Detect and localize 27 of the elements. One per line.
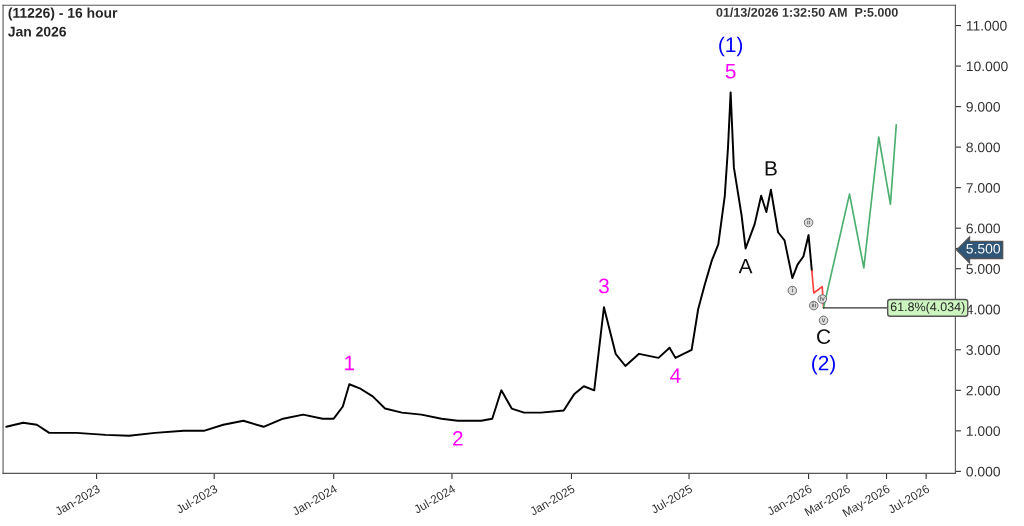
text: Jan 2026 <box>8 26 67 37</box>
annotation: A <box>738 258 753 274</box>
annotation: 5 <box>725 64 736 79</box>
y-tick-label: 6.000 <box>966 223 1001 234</box>
y-tick-label: 3.000 <box>966 345 1001 355</box>
y-tick-label: 5.000 <box>966 264 1001 274</box>
annotation: 4 <box>670 368 681 383</box>
y-tick-label: 4.000 <box>966 304 1001 315</box>
annotation: 2 <box>453 430 463 446</box>
y-tick-label: 10.000 <box>966 61 1008 72</box>
annotation: 01/13/2026 1:32:50 AM P:5.000 <box>716 7 898 17</box>
annotation: 1 <box>345 355 355 371</box>
y-tick-label: 9.000 <box>966 101 1001 112</box>
y-tick-label: 1.000 <box>966 426 1001 437</box>
annotation: (1) <box>719 36 743 57</box>
annotation: 3 <box>598 278 609 294</box>
annotation: C <box>817 329 831 345</box>
annotation: B <box>765 161 777 176</box>
y-tick-label: 5.500 <box>966 243 1001 254</box>
chart-title: (11226) - 16 hour <box>8 7 118 21</box>
y-tick-label: 11.000 <box>966 20 1007 31</box>
annotation: (2) <box>812 355 835 375</box>
y-tick-label: 2.000 <box>966 385 1001 396</box>
y-tick-label: 7.000 <box>966 182 1001 193</box>
annotation: 61.8%(4.034) <box>890 302 965 314</box>
y-tick-label: 8.000 <box>966 142 1001 153</box>
y-tick-label: 0.000 <box>966 466 1001 477</box>
